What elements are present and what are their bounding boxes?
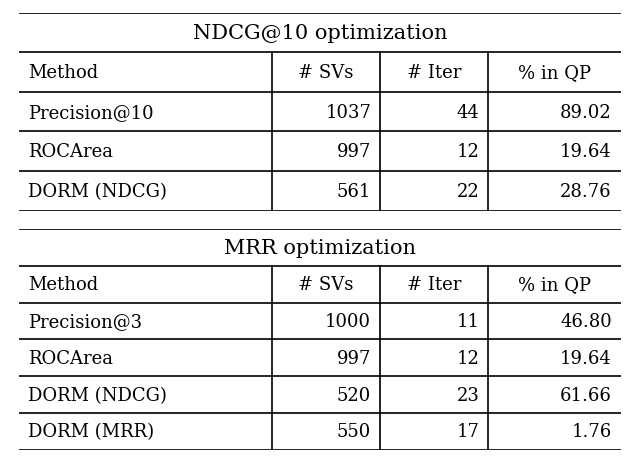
Text: DORM (MRR): DORM (MRR) [28,422,154,441]
Text: # SVs: # SVs [298,275,354,294]
Text: 12: 12 [456,143,479,161]
Text: ROCArea: ROCArea [28,143,113,161]
Text: NDCG@10 optimization: NDCG@10 optimization [193,24,447,43]
Text: # SVs: # SVs [298,64,354,82]
Text: 19.64: 19.64 [560,349,612,367]
Text: 561: 561 [337,182,371,201]
Text: DORM (NDCG): DORM (NDCG) [28,182,167,201]
Text: 19.64: 19.64 [560,143,612,161]
Text: % in QP: % in QP [518,275,591,294]
Text: 17: 17 [456,422,479,441]
Text: 22: 22 [457,182,479,201]
Text: 12: 12 [456,349,479,367]
Text: Method: Method [28,64,99,82]
Text: 23: 23 [456,386,479,404]
Text: 520: 520 [337,386,371,404]
Text: 1.76: 1.76 [572,422,612,441]
Text: DORM (NDCG): DORM (NDCG) [28,386,167,404]
Text: 1037: 1037 [325,103,371,122]
Text: 550: 550 [337,422,371,441]
Text: % in QP: % in QP [518,64,591,82]
Text: ROCArea: ROCArea [28,349,113,367]
Text: Precision@10: Precision@10 [28,103,154,122]
Text: # Iter: # Iter [407,275,461,294]
Text: MRR optimization: MRR optimization [224,238,416,257]
Text: 89.02: 89.02 [560,103,612,122]
Text: # Iter: # Iter [407,64,461,82]
Text: 997: 997 [337,349,371,367]
Text: 44: 44 [457,103,479,122]
Text: 28.76: 28.76 [560,182,612,201]
Text: 61.66: 61.66 [560,386,612,404]
Text: 11: 11 [456,312,479,330]
Text: 997: 997 [337,143,371,161]
Text: Precision@3: Precision@3 [28,312,142,330]
Text: 1000: 1000 [325,312,371,330]
Text: Method: Method [28,275,99,294]
Text: 46.80: 46.80 [560,312,612,330]
